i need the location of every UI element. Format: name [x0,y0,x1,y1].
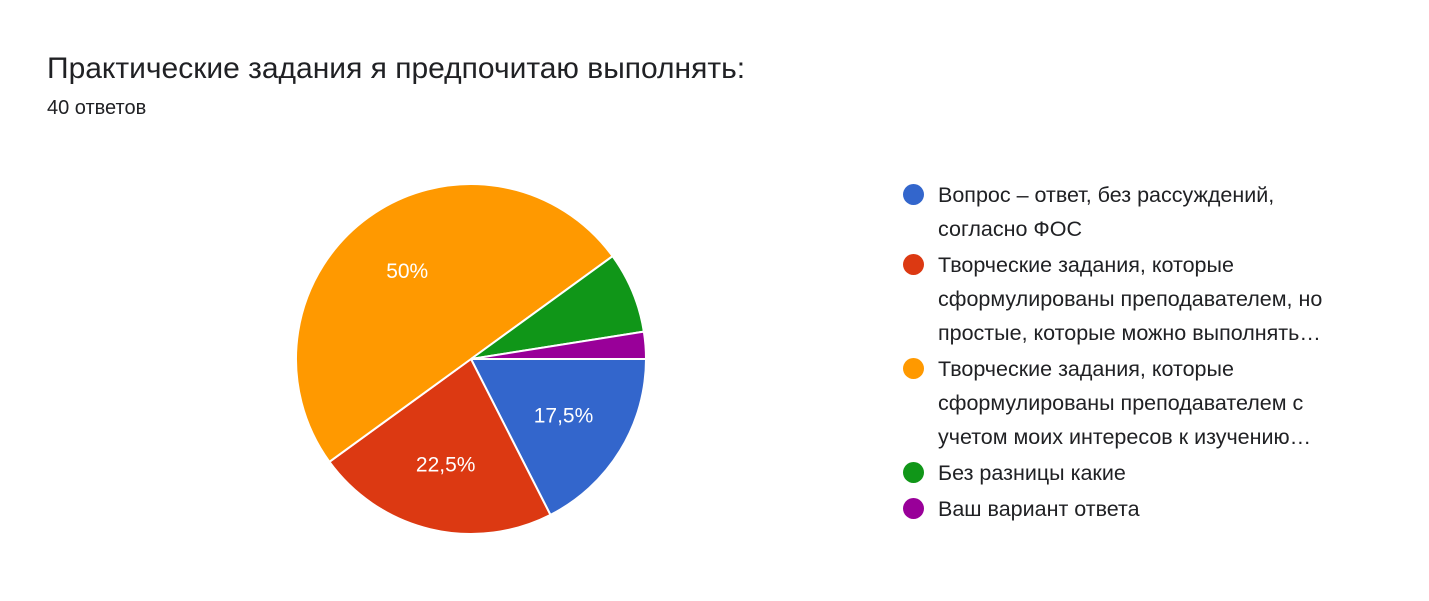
legend-item: Творческие задания, которые сформулирован… [903,354,1373,454]
legend-dot-icon [903,184,924,205]
legend-label: Творческие задания, которые сформулирован… [938,248,1322,350]
legend-item: Творческие задания, которые сформулирован… [903,250,1373,350]
chart-title: Практические задания я предпочитаю выпол… [47,52,746,85]
legend-label-line: сформулированы преподавателем с [938,391,1304,415]
legend-dot-icon [903,254,924,275]
legend-label-line: сформулированы преподавателем, но [938,287,1323,311]
slice-label-2: 50% [386,260,428,283]
slice-label-1: 22,5% [416,454,476,477]
legend-label-line: Вопрос – ответ, без рассуждений, [938,183,1275,207]
pie-slice-1 [328,357,552,535]
legend-label-line: Творческие задания, которые [938,253,1234,277]
pie-slice-2 [295,183,614,464]
legend-dot-icon [903,498,924,519]
pie-slice-0 [469,358,648,517]
legend-label: Творческие задания, которые сформулирован… [938,352,1311,454]
legend-item: Ваш вариант ответа [903,494,1373,526]
legend-label-line: Творческие задания, которые [938,357,1234,381]
pie-slice-4 [470,330,648,360]
legend-label: Вопрос – ответ, без рассуждений, согласно… [938,178,1274,246]
chart-legend: Вопрос – ответ, без рассуждений, согласно… [903,180,1373,530]
legend-dot-icon [903,462,924,483]
legend-label-line: согласно ФОС [938,217,1082,241]
legend-item: Вопрос – ответ, без рассуждений, согласно… [903,180,1373,246]
legend-label-line: простые, которые можно выполнять… [938,321,1321,345]
legend-label-line: Ваш вариант ответа [938,497,1140,521]
legend-label: Без разницы какие [938,456,1126,490]
response-count: 40 ответов [47,97,147,119]
legend-item: Без разницы какие [903,458,1373,490]
slice-label-0: 17,5% [534,405,594,428]
legend-label: Ваш вариант ответа [938,492,1140,526]
legend-dot-icon [903,358,924,379]
legend-label-line: учетом моих интересов к изучению… [938,425,1312,449]
legend-label-line: Без разницы какие [938,461,1126,485]
